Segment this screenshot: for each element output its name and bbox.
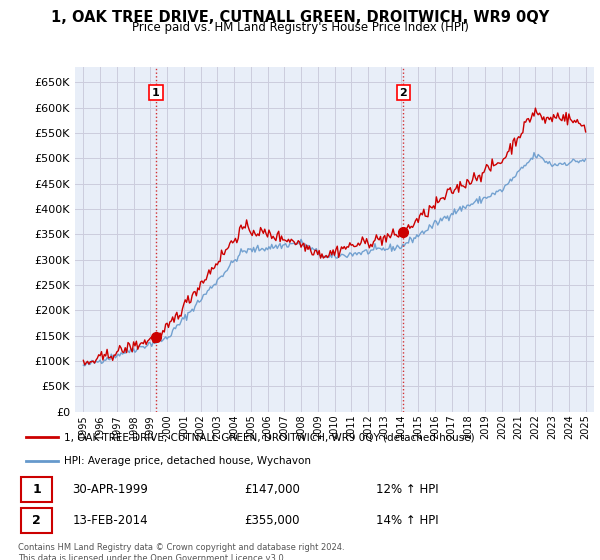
Text: 2: 2 — [400, 87, 407, 97]
Text: 30-APR-1999: 30-APR-1999 — [73, 483, 148, 496]
Text: £147,000: £147,000 — [244, 483, 300, 496]
Text: Contains HM Land Registry data © Crown copyright and database right 2024.
This d: Contains HM Land Registry data © Crown c… — [18, 543, 344, 560]
Text: 12% ↑ HPI: 12% ↑ HPI — [376, 483, 439, 496]
Text: HPI: Average price, detached house, Wychavon: HPI: Average price, detached house, Wych… — [64, 456, 311, 466]
Text: 1: 1 — [152, 87, 160, 97]
FancyBboxPatch shape — [21, 508, 52, 533]
FancyBboxPatch shape — [21, 477, 52, 502]
Text: £355,000: £355,000 — [244, 514, 300, 527]
Text: 2: 2 — [32, 514, 41, 527]
Text: 1, OAK TREE DRIVE, CUTNALL GREEN, DROITWICH, WR9 0QY: 1, OAK TREE DRIVE, CUTNALL GREEN, DROITW… — [51, 10, 549, 25]
Text: Price paid vs. HM Land Registry's House Price Index (HPI): Price paid vs. HM Land Registry's House … — [131, 21, 469, 34]
Text: 14% ↑ HPI: 14% ↑ HPI — [376, 514, 439, 527]
Text: 1: 1 — [32, 483, 41, 496]
Text: 13-FEB-2014: 13-FEB-2014 — [73, 514, 148, 527]
Text: 1, OAK TREE DRIVE, CUTNALL GREEN, DROITWICH, WR9 0QY (detached house): 1, OAK TREE DRIVE, CUTNALL GREEN, DROITW… — [64, 432, 475, 442]
